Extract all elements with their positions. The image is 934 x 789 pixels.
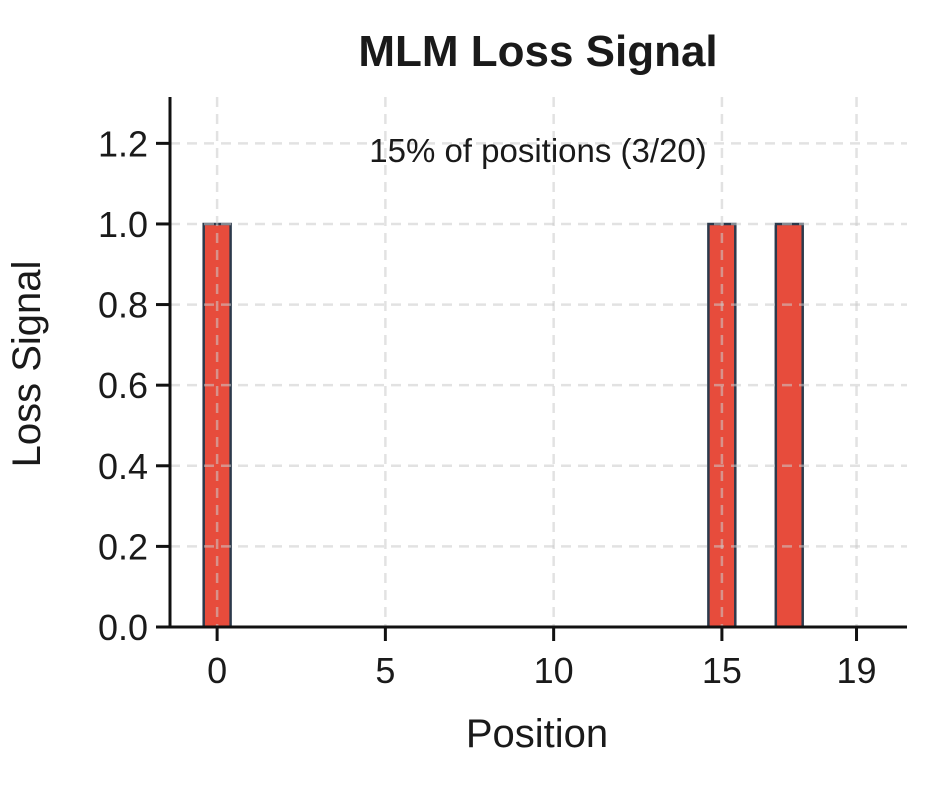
axis-layer [156,97,907,641]
x-tick-label-5: 5 [375,650,395,691]
x-tick-label-10: 10 [534,650,574,691]
chart-title: MLM Loss Signal [358,27,717,76]
bars-layer [202,222,804,629]
y-tick-label-0.4: 0.4 [98,446,148,487]
y-axis-label: Loss Signal [5,261,49,468]
y-tick-label-0.2: 0.2 [98,526,148,567]
x-tick-label-19: 19 [836,650,876,691]
x-tick-label-15: 15 [702,650,742,691]
y-tick-label-0.6: 0.6 [98,365,148,406]
annotation-text: 15% of positions (3/20) [369,132,707,169]
y-tick-label-0.8: 0.8 [98,285,148,326]
y-tick-label-0.0: 0.0 [98,607,148,648]
y-tick-label-1.0: 1.0 [98,204,148,245]
y-tick-label-1.2: 1.2 [98,123,148,164]
tick-label-layer: 0 5 10 15 19 0.0 0.2 0.4 0.6 0.8 1.0 1.2 [98,123,877,691]
x-tick-label-0: 0 [207,650,227,691]
x-axis-label: Position [466,712,608,756]
bar-position-17 [774,222,804,629]
